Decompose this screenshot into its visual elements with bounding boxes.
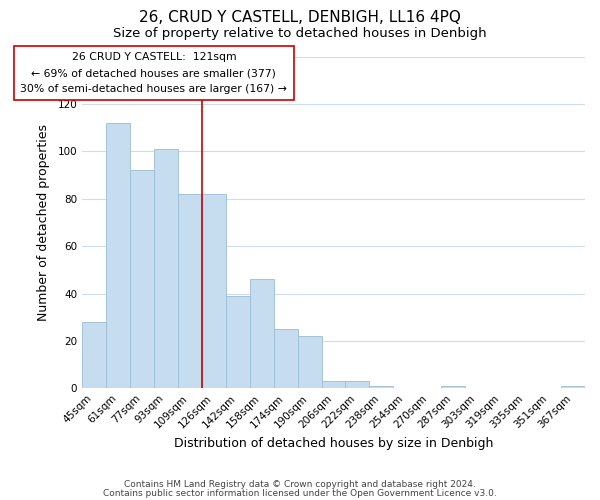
Bar: [178, 194, 202, 388]
Bar: [130, 170, 154, 388]
Bar: [82, 322, 106, 388]
Bar: [250, 280, 274, 388]
Bar: [226, 296, 250, 388]
X-axis label: Distribution of detached houses by size in Denbigh: Distribution of detached houses by size …: [174, 437, 493, 450]
Text: 26, CRUD Y CASTELL, DENBIGH, LL16 4PQ: 26, CRUD Y CASTELL, DENBIGH, LL16 4PQ: [139, 10, 461, 25]
Bar: [441, 386, 465, 388]
Bar: [274, 329, 298, 388]
Bar: [370, 386, 394, 388]
Text: Contains public sector information licensed under the Open Government Licence v3: Contains public sector information licen…: [103, 489, 497, 498]
Bar: [154, 149, 178, 388]
Bar: [298, 336, 322, 388]
Bar: [106, 123, 130, 388]
Text: Size of property relative to detached houses in Denbigh: Size of property relative to detached ho…: [113, 28, 487, 40]
Text: 26 CRUD Y CASTELL:  121sqm
← 69% of detached houses are smaller (377)
30% of sem: 26 CRUD Y CASTELL: 121sqm ← 69% of detac…: [20, 52, 287, 94]
Bar: [322, 381, 346, 388]
Bar: [561, 386, 585, 388]
Y-axis label: Number of detached properties: Number of detached properties: [37, 124, 50, 321]
Text: Contains HM Land Registry data © Crown copyright and database right 2024.: Contains HM Land Registry data © Crown c…: [124, 480, 476, 489]
Bar: [202, 194, 226, 388]
Bar: [346, 381, 370, 388]
